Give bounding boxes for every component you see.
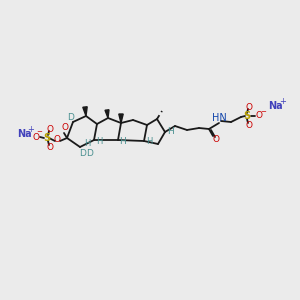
Text: D: D (87, 149, 93, 158)
Text: HN: HN (212, 113, 226, 123)
Text: O: O (46, 142, 53, 152)
Text: H: H (96, 136, 102, 146)
Text: S: S (243, 111, 250, 121)
Text: +: + (280, 97, 286, 106)
Text: Na: Na (268, 101, 282, 111)
Text: O: O (212, 136, 220, 145)
Text: O: O (46, 124, 53, 134)
Text: O: O (61, 124, 68, 133)
Text: H: H (146, 137, 152, 146)
Polygon shape (83, 107, 87, 116)
Text: O: O (256, 112, 262, 121)
Text: H: H (120, 136, 126, 146)
Text: H: H (168, 127, 174, 136)
Text: D: D (80, 149, 86, 158)
Polygon shape (105, 110, 109, 118)
Text: O: O (32, 133, 40, 142)
Text: H: H (84, 140, 90, 148)
Text: O: O (245, 103, 253, 112)
Text: S: S (44, 133, 51, 143)
Text: O: O (245, 121, 253, 130)
Text: −: − (36, 129, 42, 135)
Text: Na: Na (17, 129, 31, 139)
Text: O: O (53, 136, 61, 145)
Polygon shape (119, 114, 123, 123)
Text: +: + (28, 124, 34, 134)
Text: −: − (260, 109, 266, 115)
Text: D: D (68, 112, 74, 122)
